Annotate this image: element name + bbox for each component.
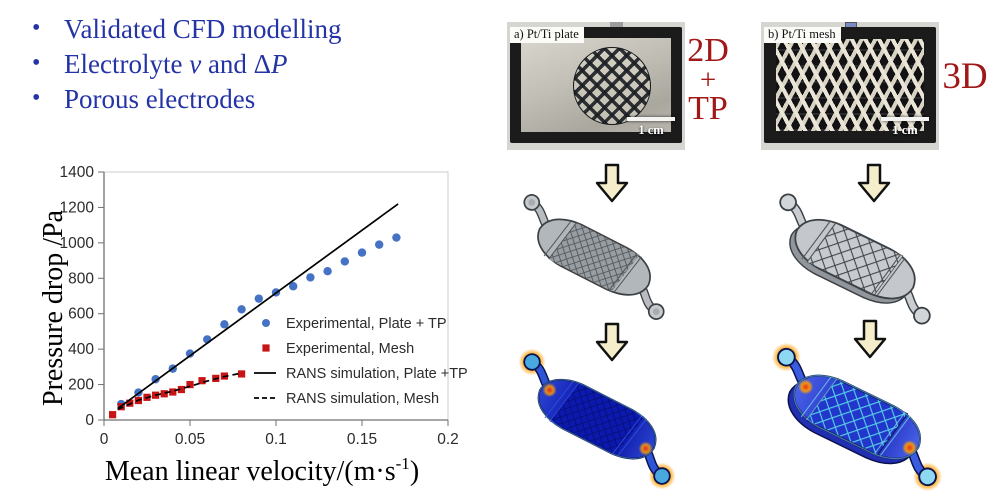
svg-text:0: 0 bbox=[100, 431, 109, 448]
down-arrow-icon bbox=[595, 163, 629, 203]
photo-pt-ti-mesh: b) Pt/Ti mesh 1 cm bbox=[761, 22, 939, 150]
svg-text:600: 600 bbox=[68, 306, 94, 323]
cfd-result-mesh-cell bbox=[771, 342, 943, 492]
scale-bar-line bbox=[627, 117, 675, 121]
annotation-2d: 2D bbox=[687, 32, 729, 69]
bullet-item: • Electrolyte v and ΔP bbox=[30, 47, 490, 82]
down-arrow-icon bbox=[853, 319, 887, 359]
photo-a-label: a) Pt/Ti plate bbox=[510, 27, 584, 43]
svg-text:1400: 1400 bbox=[60, 164, 95, 181]
cfd-result-plate-cell bbox=[518, 348, 676, 490]
annotation-3d: 3D bbox=[942, 56, 988, 97]
bullet-dot: • bbox=[32, 50, 41, 76]
svg-text:0: 0 bbox=[85, 412, 94, 429]
photo-b-label: b) Pt/Ti mesh bbox=[764, 27, 841, 43]
scale-bar: 1 cm bbox=[881, 117, 929, 139]
pressure-drop-chart: 0 200 400 600 800 1000 1200 1400 0 0.05 0.1 0.15 0.2… bbox=[38, 164, 468, 487]
svg-text:0.15: 0.15 bbox=[347, 431, 377, 448]
down-arrow-icon bbox=[595, 322, 629, 362]
bullet-item: • Porous electrodes bbox=[30, 82, 490, 117]
svg-text:1200: 1200 bbox=[60, 199, 95, 216]
annotation-plus: + bbox=[699, 64, 717, 96]
annotation-2d-tp: 2D + TP bbox=[682, 32, 734, 127]
svg-text:0.2: 0.2 bbox=[437, 431, 459, 448]
svg-text:Experimental, Plate + TP: Experimental, Plate + TP bbox=[286, 316, 447, 332]
photo-pt-ti-plate: a) Pt/Ti plate 1 cm bbox=[507, 22, 685, 150]
connector-tab bbox=[610, 22, 624, 29]
svg-text:RANS simulation, Mesh: RANS simulation, Mesh bbox=[286, 391, 439, 407]
cad-model-plate-cell bbox=[523, 194, 665, 320]
down-arrow-icon bbox=[857, 163, 891, 203]
svg-text:1000: 1000 bbox=[60, 235, 95, 252]
svg-text:200: 200 bbox=[68, 377, 94, 394]
svg-text:0.1: 0.1 bbox=[265, 431, 287, 448]
svg-text:Pressure drop /Pa: Pressure drop /Pa bbox=[38, 209, 69, 406]
svg-text:0.05: 0.05 bbox=[175, 431, 205, 448]
svg-text:RANS simulation, Plate +TP: RANS simulation, Plate +TP bbox=[286, 366, 468, 382]
bullet-dot: • bbox=[32, 15, 41, 41]
mesh-surface bbox=[776, 39, 924, 131]
svg-text:800: 800 bbox=[68, 270, 94, 287]
turbulence-promoter-circle bbox=[573, 47, 651, 125]
svg-text:Experimental, Mesh: Experimental, Mesh bbox=[286, 341, 414, 357]
scale-bar-label: 1 cm bbox=[638, 123, 664, 137]
cad-model-mesh-cell bbox=[779, 193, 931, 325]
bullet-dot: • bbox=[32, 85, 41, 111]
svg-text:400: 400 bbox=[68, 341, 94, 358]
scale-bar-label: 1 cm bbox=[892, 123, 918, 137]
scale-bar-line bbox=[881, 117, 929, 121]
scale-bar: 1 cm bbox=[627, 117, 675, 139]
annotation-tp: TP bbox=[688, 90, 728, 127]
svg-text:Mean linear velocity/(m·s-1): Mean linear velocity/(m·s-1) bbox=[105, 454, 419, 487]
bullet-list: • Validated CFD modelling • Electrolyte v a… bbox=[30, 12, 490, 117]
bullet-item: • Validated CFD modelling bbox=[30, 12, 490, 47]
